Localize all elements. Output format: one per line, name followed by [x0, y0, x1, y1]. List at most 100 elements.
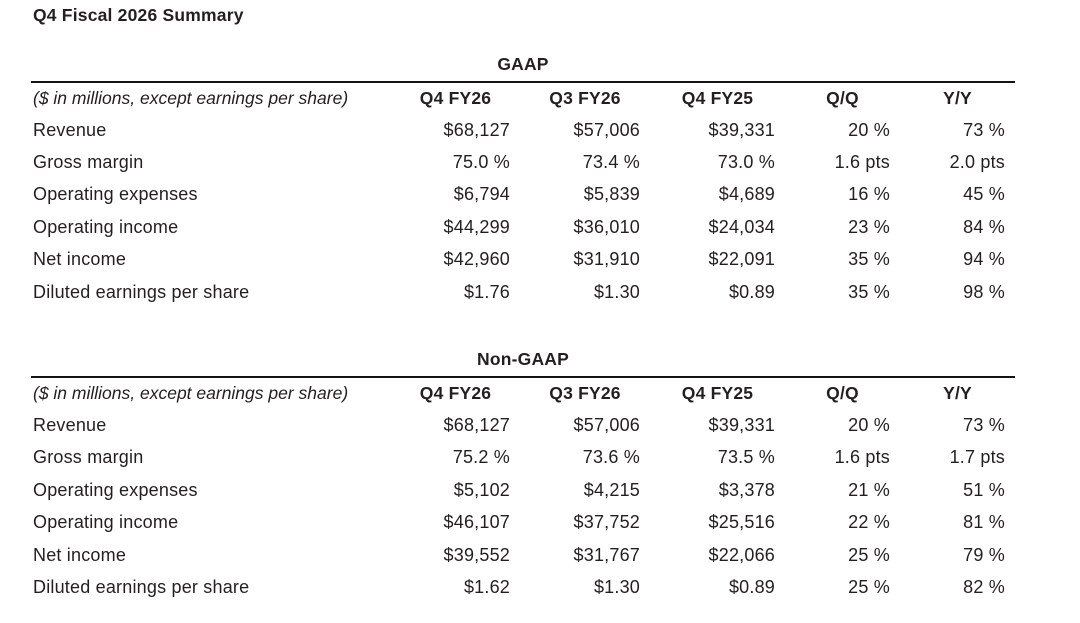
- cell-value: $37,752: [573, 512, 640, 533]
- cell-value: $46,107: [443, 512, 510, 533]
- column-header: Q/Q: [826, 383, 859, 404]
- table-row: Operating expenses $5,102 $4,215 $3,378 21 %…: [31, 474, 1015, 506]
- row-label: Diluted earnings per share: [33, 281, 250, 302]
- cell-value: $3,378: [718, 479, 775, 500]
- cell-value: 1.7 pts: [949, 447, 1005, 468]
- table-note: ($ in millions, except earnings per shar…: [33, 383, 349, 404]
- cell-value: 73 %: [963, 119, 1005, 140]
- column-header: Y/Y: [943, 383, 972, 404]
- table-row: Revenue $68,127 $57,006 $39,331 20 % 73 %: [31, 114, 1015, 146]
- row-label: Operating expenses: [33, 184, 198, 205]
- table-row: Operating income $46,107 $37,752 $25,516 22 …: [31, 507, 1015, 539]
- cell-value: $5,102: [453, 479, 510, 500]
- cell-value: $22,066: [708, 544, 775, 565]
- cell-value: $1.30: [593, 576, 640, 597]
- cell-value: 1.6 pts: [834, 447, 890, 468]
- row-label: Operating expenses: [33, 479, 198, 500]
- row-label: Net income: [33, 544, 127, 565]
- cell-value: $39,552: [443, 544, 510, 565]
- row-label: Gross margin: [33, 152, 144, 173]
- cell-value: $36,010: [573, 216, 640, 237]
- cell-value: $1.62: [463, 576, 510, 597]
- row-label: Diluted earnings per share: [33, 576, 250, 597]
- table-row: Diluted earnings per share $1.76 $1.30 $0.8…: [31, 276, 1015, 308]
- cell-value: $5,839: [583, 184, 640, 205]
- cell-value: 98 %: [963, 281, 1005, 302]
- cell-value: $39,331: [708, 119, 775, 140]
- financial-section: Non-GAAP ($ in millions, except earnings…: [31, 350, 1015, 603]
- cell-value: 2.0 pts: [949, 152, 1005, 173]
- cell-value: $25,516: [708, 512, 775, 533]
- summary-sections: GAAP ($ in millions, except earnings per…: [0, 55, 1080, 604]
- row-label: Net income: [33, 249, 127, 270]
- header-row: ($ in millions, except earnings per shar…: [31, 82, 1015, 114]
- section-title: Non-GAAP: [476, 349, 569, 370]
- column-header: Q4 FY26: [419, 88, 492, 108]
- cell-value: 23 %: [848, 216, 890, 237]
- cell-value: $57,006: [573, 119, 640, 140]
- table-row: Net income $42,960 $31,910 $22,091 35 % 94 %: [31, 244, 1015, 276]
- cell-value: 45 %: [963, 184, 1005, 205]
- table-note: ($ in millions, except earnings per shar…: [33, 88, 349, 108]
- table-row: Operating income $44,299 $36,010 $24,034 23 …: [31, 211, 1015, 243]
- column-header: Q4 FY25: [681, 88, 754, 108]
- cell-value: 25 %: [848, 576, 890, 597]
- section-title: GAAP: [497, 54, 549, 74]
- row-label: Revenue: [33, 415, 107, 436]
- cell-value: $0.89: [728, 576, 775, 597]
- cell-value: 73.4 %: [582, 152, 640, 173]
- financial-table: ($ in millions, except earnings per shar…: [31, 376, 1015, 603]
- cell-value: 20 %: [848, 415, 890, 436]
- cell-value: 73.0 %: [717, 152, 775, 173]
- cell-value: 82 %: [963, 576, 1005, 597]
- cell-value: 21 %: [848, 479, 890, 500]
- column-header: Q3 FY26: [549, 88, 621, 108]
- row-label: Operating income: [33, 512, 179, 533]
- cell-value: $57,006: [573, 415, 640, 436]
- row-label: Operating income: [33, 216, 179, 237]
- cell-value: 84 %: [963, 216, 1005, 237]
- table-row: Revenue $68,127 $57,006 $39,331 20 % 73 %: [31, 409, 1015, 441]
- cell-value: 1.6 pts: [834, 152, 890, 173]
- header-row: ($ in millions, except earnings per shar…: [31, 377, 1015, 409]
- cell-value: 75.0 %: [452, 152, 510, 173]
- cell-value: $42,960: [443, 249, 510, 270]
- cell-value: $24,034: [708, 216, 775, 237]
- column-header: Q3 FY26: [549, 383, 621, 404]
- row-label: Revenue: [33, 119, 107, 140]
- cell-value: 81 %: [963, 512, 1005, 533]
- cell-value: $1.76: [463, 281, 510, 302]
- cell-value: $68,127: [443, 119, 510, 140]
- cell-value: 51 %: [963, 479, 1005, 500]
- column-header: Q4 FY25: [681, 383, 754, 404]
- table-row: Operating expenses $6,794 $5,839 $4,689 16 %…: [31, 179, 1015, 211]
- table-row: Gross margin 75.2 % 73.6 % 73.5 % 1.6 pts 1.7…: [31, 442, 1015, 474]
- table-row: Net income $39,552 $31,767 $22,066 25 % 79 %: [31, 539, 1015, 571]
- financial-summary-page: Q4 Fiscal 2026 Summary GAAP ($ in millio…: [0, 6, 1080, 604]
- cell-value: $4,215: [583, 479, 640, 500]
- cell-value: 25 %: [848, 544, 890, 565]
- cell-value: 35 %: [848, 281, 890, 302]
- cell-value: 35 %: [848, 249, 890, 270]
- cell-value: 22 %: [848, 512, 890, 533]
- cell-value: 94 %: [963, 249, 1005, 270]
- page-title: Q4 Fiscal 2026 Summary: [33, 5, 244, 25]
- cell-value: $39,331: [708, 415, 775, 436]
- table-row: Gross margin 75.0 % 73.4 % 73.0 % 1.6 pts 2.0…: [31, 146, 1015, 178]
- column-header: Q/Q: [826, 88, 859, 108]
- cell-value: $31,910: [573, 249, 640, 270]
- cell-value: $6,794: [453, 184, 510, 205]
- row-label: Gross margin: [33, 447, 144, 468]
- cell-value: 75.2 %: [452, 447, 510, 468]
- cell-value: 73.5 %: [717, 447, 775, 468]
- table-row: Diluted earnings per share $1.62 $1.30 $0.8…: [31, 571, 1015, 603]
- column-header: Y/Y: [943, 88, 972, 108]
- cell-value: $4,689: [718, 184, 775, 205]
- cell-value: 73 %: [963, 415, 1005, 436]
- cell-value: $22,091: [708, 249, 775, 270]
- table-body: Revenue $68,127 $57,006 $39,331 20 % 73 % Gros…: [31, 409, 1015, 603]
- cell-value: 16 %: [848, 184, 890, 205]
- cell-value: 20 %: [848, 119, 890, 140]
- cell-value: $44,299: [443, 216, 510, 237]
- table-body: Revenue $68,127 $57,006 $39,331 20 % 73 % Gros…: [31, 114, 1015, 308]
